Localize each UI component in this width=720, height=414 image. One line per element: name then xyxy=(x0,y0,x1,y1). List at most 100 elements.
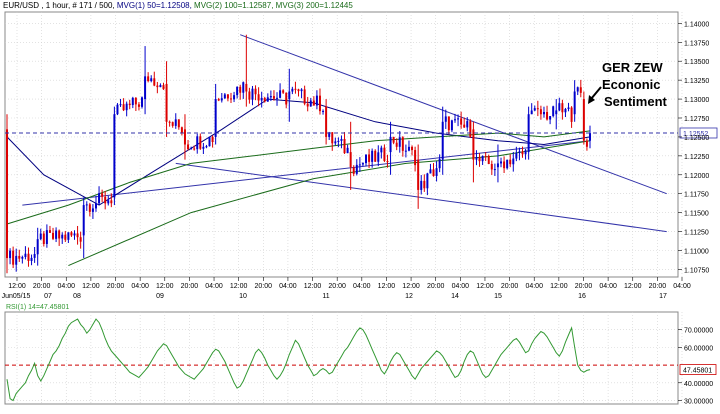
candle-body[interactable] xyxy=(582,99,585,141)
candle-body[interactable] xyxy=(423,180,426,189)
candle-body[interactable] xyxy=(530,110,533,115)
candlesticks[interactable] xyxy=(6,34,591,274)
candle-body[interactable] xyxy=(242,82,245,93)
candle-body[interactable] xyxy=(58,230,61,239)
candle-body[interactable] xyxy=(150,78,153,82)
candle-body[interactable] xyxy=(285,92,288,105)
candle-body[interactable] xyxy=(165,83,168,122)
candle-body[interactable] xyxy=(450,120,453,131)
candle-body[interactable] xyxy=(64,234,67,240)
candle-body[interactable] xyxy=(303,89,306,104)
candle-body[interactable] xyxy=(144,76,147,100)
candle-body[interactable] xyxy=(269,96,272,98)
candle-body[interactable] xyxy=(469,121,472,137)
candle-body[interactable] xyxy=(134,97,137,105)
candle-body[interactable] xyxy=(61,234,64,239)
candle-body[interactable] xyxy=(475,157,478,160)
candle-body[interactable] xyxy=(260,97,263,101)
candle-body[interactable] xyxy=(159,85,162,88)
candle-body[interactable] xyxy=(122,104,125,111)
candle-body[interactable] xyxy=(564,108,567,113)
candle-body[interactable] xyxy=(318,95,321,112)
candle-body[interactable] xyxy=(251,88,254,100)
candle-body[interactable] xyxy=(542,111,545,115)
candle-body[interactable] xyxy=(312,100,315,106)
candle-body[interactable] xyxy=(484,155,487,157)
candle-body[interactable] xyxy=(558,103,561,111)
candle-body[interactable] xyxy=(552,106,555,117)
candle-body[interactable] xyxy=(85,204,88,206)
candle-body[interactable] xyxy=(217,99,220,101)
candle-body[interactable] xyxy=(107,200,110,204)
candle-body[interactable] xyxy=(457,118,460,120)
candle-body[interactable] xyxy=(88,204,91,212)
candle-body[interactable] xyxy=(438,158,441,169)
candle-body[interactable] xyxy=(187,144,190,150)
candle-body[interactable] xyxy=(248,91,251,100)
candle-body[interactable] xyxy=(52,232,55,239)
candle-body[interactable] xyxy=(555,110,558,115)
candle-body[interactable] xyxy=(331,132,334,144)
candle-body[interactable] xyxy=(432,169,435,177)
candle-body[interactable] xyxy=(340,138,343,141)
candle-body[interactable] xyxy=(104,196,107,204)
candle-body[interactable] xyxy=(223,94,226,99)
candle-body[interactable] xyxy=(460,118,463,125)
candle-body[interactable] xyxy=(487,155,490,164)
candle-body[interactable] xyxy=(518,151,521,153)
candle-body[interactable] xyxy=(36,239,39,255)
candle-body[interactable] xyxy=(570,107,573,122)
candle-body[interactable] xyxy=(349,152,352,168)
candle-body[interactable] xyxy=(119,104,122,106)
candle-body[interactable] xyxy=(98,193,101,204)
candle-body[interactable] xyxy=(294,88,297,90)
candle-body[interactable] xyxy=(12,250,15,265)
candle-body[interactable] xyxy=(276,97,279,99)
candle-body[interactable] xyxy=(325,106,328,137)
candle-body[interactable] xyxy=(156,85,159,88)
candle-body[interactable] xyxy=(300,89,303,92)
candle-body[interactable] xyxy=(322,110,325,112)
candle-body[interactable] xyxy=(377,152,380,162)
candle-body[interactable] xyxy=(202,146,205,149)
candle-body[interactable] xyxy=(137,104,140,107)
candle-body[interactable] xyxy=(33,254,36,258)
candle-body[interactable] xyxy=(496,163,499,168)
candle-body[interactable] xyxy=(196,136,199,150)
candle-body[interactable] xyxy=(515,152,518,159)
candle-body[interactable] xyxy=(91,208,94,212)
candle-body[interactable] xyxy=(21,256,24,259)
candle-body[interactable] xyxy=(536,108,539,110)
candle-body[interactable] xyxy=(125,103,128,111)
candle-body[interactable] xyxy=(208,136,211,147)
candle-body[interactable] xyxy=(444,116,447,122)
candle-body[interactable] xyxy=(141,97,144,107)
candle-body[interactable] xyxy=(334,141,337,144)
candle-body[interactable] xyxy=(147,76,150,82)
candle-body[interactable] xyxy=(211,136,214,142)
candle-body[interactable] xyxy=(509,159,512,165)
candle-body[interactable] xyxy=(493,169,496,171)
candle-body[interactable] xyxy=(398,137,401,147)
candle-body[interactable] xyxy=(392,136,395,143)
candle-body[interactable] xyxy=(199,136,202,149)
candle-body[interactable] xyxy=(365,154,368,164)
candle-body[interactable] xyxy=(183,129,186,145)
candle-body[interactable] xyxy=(177,119,180,128)
candle-body[interactable] xyxy=(82,205,85,236)
candle-body[interactable] xyxy=(70,232,73,236)
trendline[interactable] xyxy=(240,34,667,195)
candle-body[interactable] xyxy=(389,136,392,153)
candle-body[interactable] xyxy=(585,140,588,147)
candle-body[interactable] xyxy=(193,148,196,150)
candle-body[interactable] xyxy=(257,94,260,101)
candle-body[interactable] xyxy=(426,173,429,189)
candle-body[interactable] xyxy=(478,157,481,162)
candle-body[interactable] xyxy=(9,250,12,259)
candle-body[interactable] xyxy=(55,230,58,239)
candle-body[interactable] xyxy=(383,147,386,161)
candle-body[interactable] xyxy=(411,146,414,151)
candle-body[interactable] xyxy=(171,122,174,126)
candle-body[interactable] xyxy=(503,161,506,169)
